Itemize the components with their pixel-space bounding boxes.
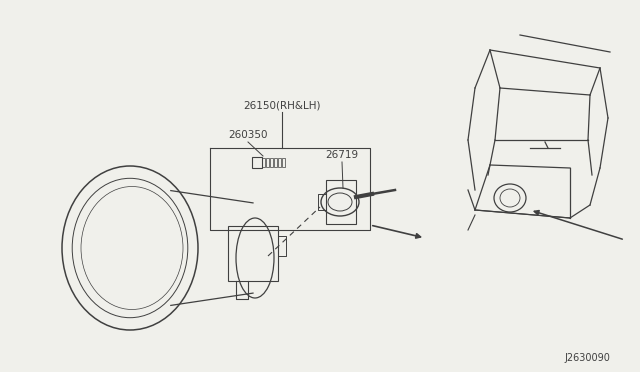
Bar bbox=[282, 158, 285, 167]
Bar bbox=[274, 158, 277, 167]
Bar bbox=[326, 180, 356, 224]
Bar bbox=[228, 226, 278, 281]
Text: 26150(RH&LH): 26150(RH&LH) bbox=[243, 100, 321, 110]
Text: 260350: 260350 bbox=[228, 130, 268, 140]
Bar bbox=[266, 158, 269, 167]
Bar bbox=[252, 157, 262, 168]
Text: J2630090: J2630090 bbox=[564, 353, 610, 363]
Bar bbox=[278, 158, 281, 167]
Bar bbox=[270, 158, 273, 167]
Text: 26719: 26719 bbox=[325, 150, 358, 160]
Bar bbox=[262, 158, 265, 167]
